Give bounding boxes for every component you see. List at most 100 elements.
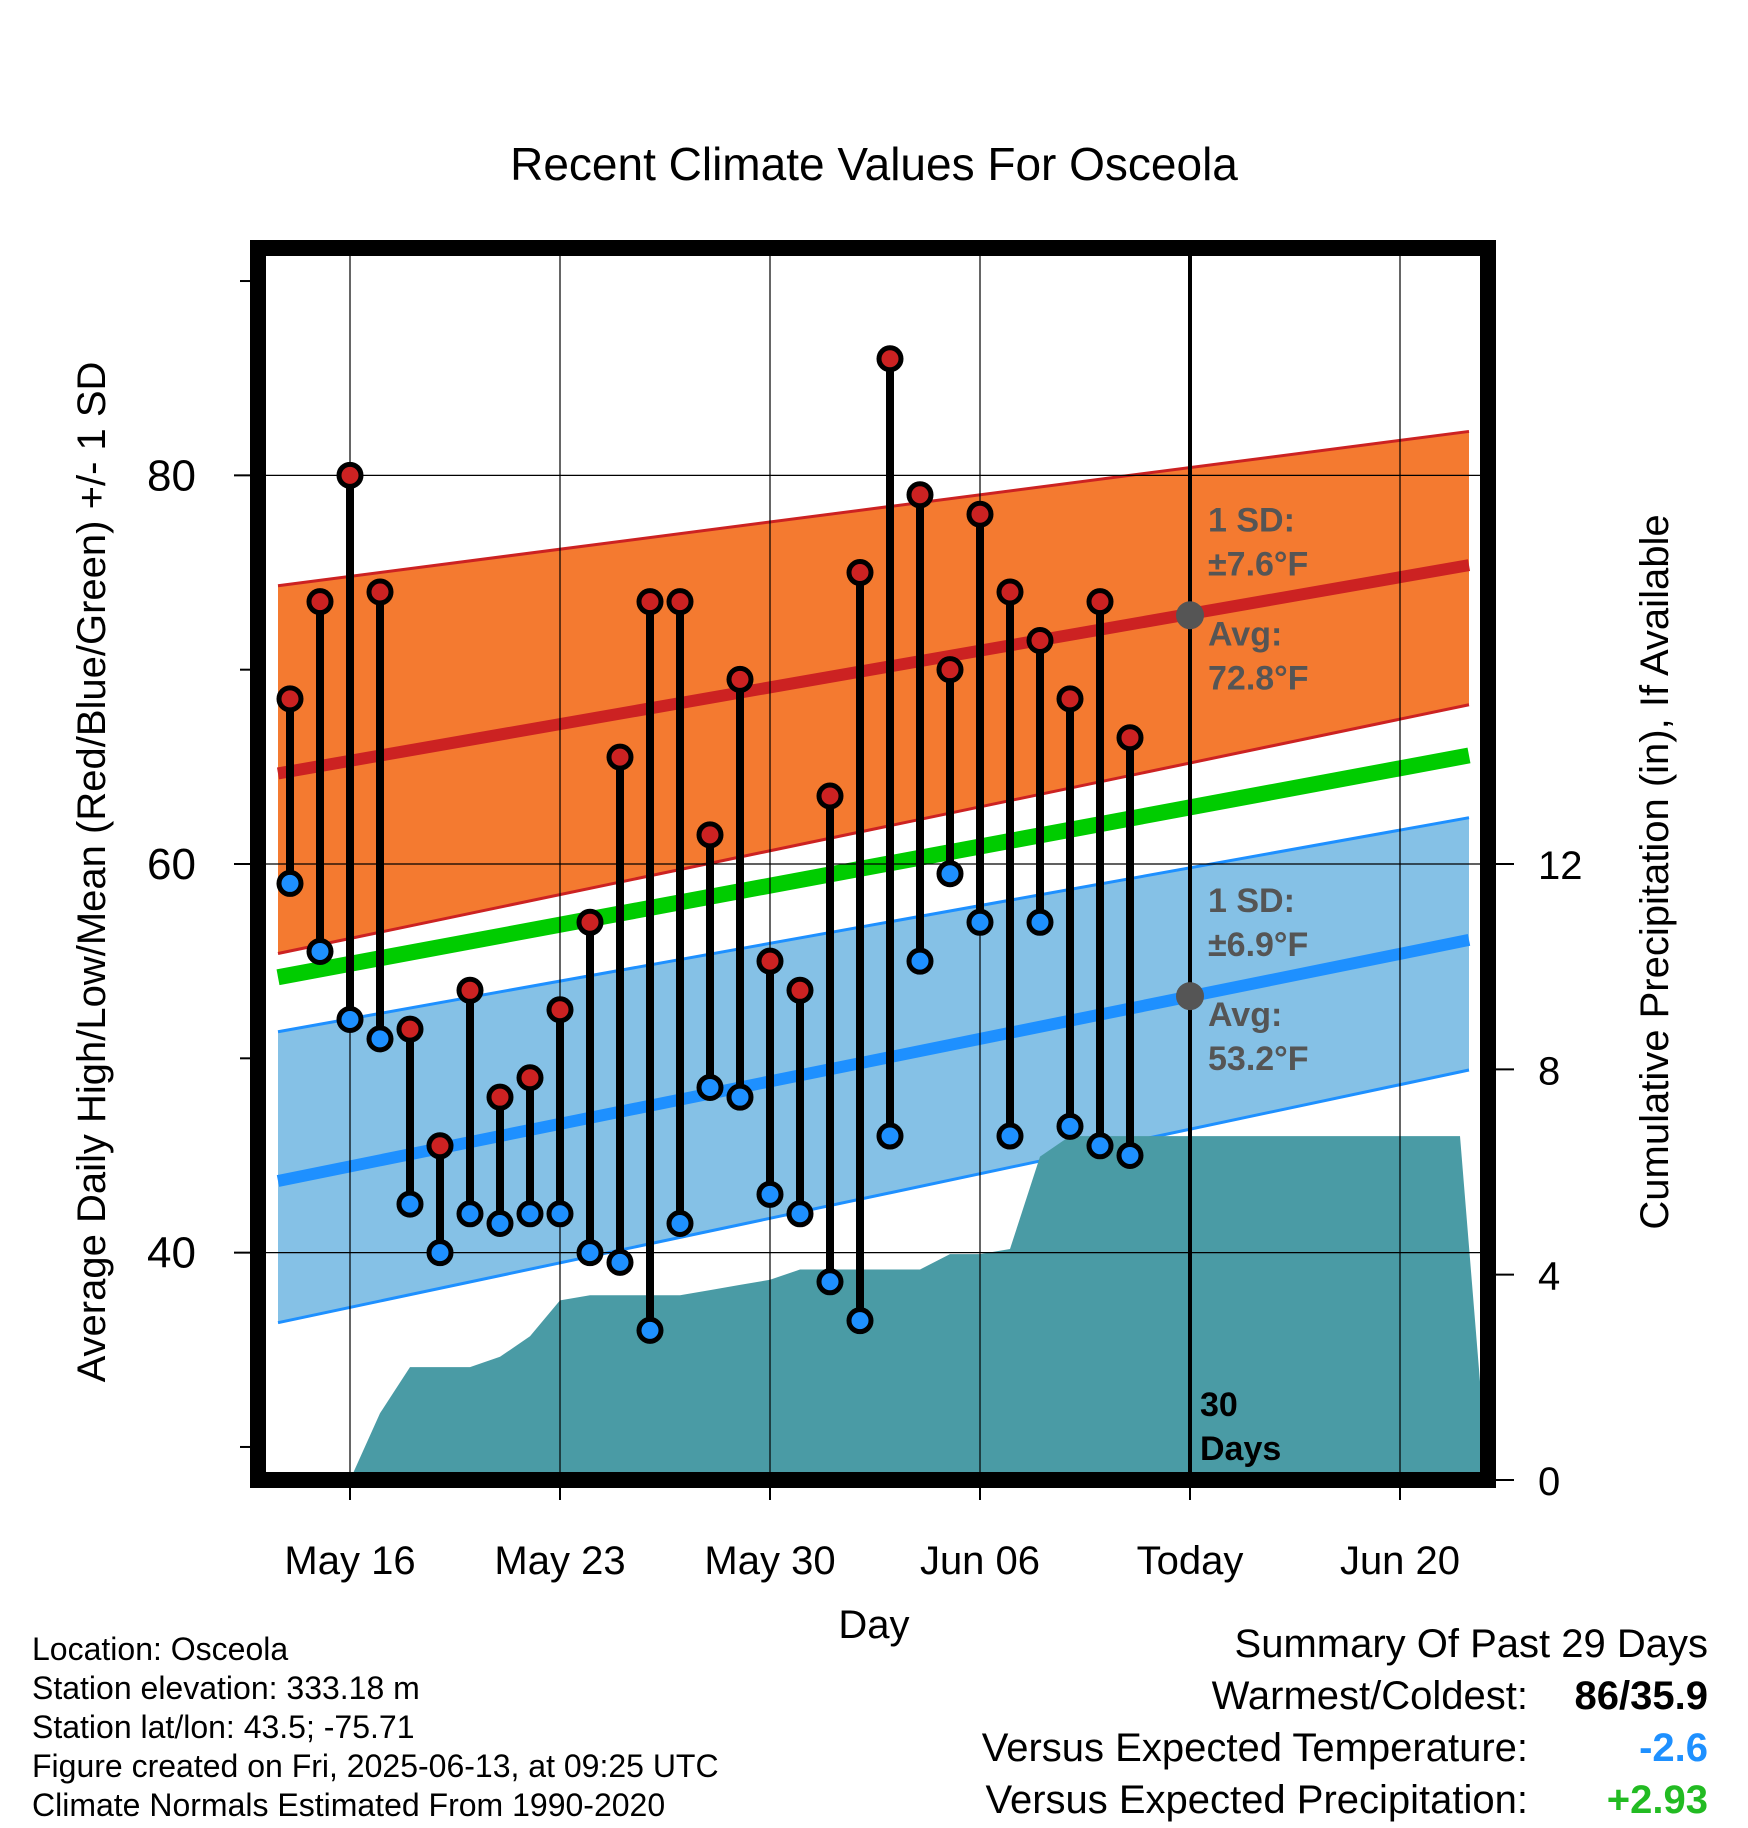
summary-title: Summary Of Past 29 Days [1234,1622,1708,1666]
x-tick-label: Jun 20 [1340,1539,1460,1583]
daily-high-point [576,908,604,936]
daily-low-point [306,937,334,965]
summary-row-temp: Versus Expected Temperature: -2.6 [982,1722,1708,1774]
daily-low-point [636,1316,664,1344]
daily-low-point [276,869,304,897]
temp-value: -2.6 [1639,1726,1708,1770]
daily-low-point [456,1200,484,1228]
warm-cold-value: 86/35.9 [1574,1674,1708,1718]
daily-high-point [276,685,304,713]
created-text: Figure created on Fri, 2025-06-13, at 09… [32,1748,719,1784]
normal-high-upper-line [277,429,1470,588]
x-tick-label: May 30 [704,1539,835,1583]
location-text: Location: Osceola [32,1631,289,1667]
daily-low-point [1086,1132,1114,1160]
daily-low-point [1116,1141,1144,1169]
daily-low-point [546,1200,574,1228]
daily-high-point [486,1083,514,1111]
normal-low-lower-line [277,1068,1470,1325]
today-high-avg-marker [1176,601,1204,630]
daily-low-point [786,1200,814,1228]
normal-high-band [278,431,1469,954]
precipitation-area [350,1136,1488,1480]
daily-low-point [576,1239,604,1267]
summary-row-warm-cold: Warmest/Coldest: 86/35.9 [982,1670,1708,1722]
daily-high-point [306,588,334,616]
daily-high-point [396,1015,424,1043]
y-left-tick-label: 60 [147,840,196,889]
daily-low-point [816,1268,844,1296]
low-sd-value: ±6.9°F [1208,926,1308,964]
daily-low-point [606,1248,634,1276]
normal-high-lower-line [277,703,1470,955]
y-right-tick-label: 12 [1538,844,1583,888]
high-avg-label: Avg: [1208,615,1282,653]
daily-low-point [846,1307,874,1335]
daily-high-point [1116,724,1144,752]
normal-low-avg-line [276,934,1471,1187]
daily-low-point [936,860,964,888]
temp-label: Versus Expected Temperature: [981,1726,1528,1770]
daily-high-point [606,743,634,771]
daily-high-point [456,976,484,1004]
daily-high-point [696,821,724,849]
daily-high-point [936,656,964,684]
plot-frame [250,240,1496,1488]
low-sd-label: 1 SD: [1208,882,1295,920]
daily-high-point [846,559,874,587]
today-low-avg-marker [1176,982,1204,1011]
daily-high-point [336,461,364,489]
y-right-tick-label: 8 [1538,1049,1560,1093]
daily-high-point [966,500,994,528]
y-left-tick-label: 40 [147,1229,196,1278]
daily-low-point [426,1239,454,1267]
normal-mean-line [276,747,1471,986]
daily-high-point [366,578,394,606]
daily-high-point [546,996,574,1024]
x-tick-label: Today [1137,1539,1244,1583]
y-left-tick-label: 80 [147,451,196,500]
daily-low-point [1056,1112,1084,1140]
plot-area: 1 SD: ±7.6°F Avg: 72.8°F 1 SD: ±6.9°F Avg: 53.2… [147,240,1583,1583]
plot-inner: 1 SD: ±7.6°F Avg: 72.8°F 1 SD: ±6.9°F Avg: 53.2… [258,248,1488,1480]
daily-high-point [876,345,904,373]
summary-panel: Summary Of Past 29 Days Warmest/Coldest:… [982,1618,1708,1826]
x-tick-label: May 23 [494,1539,625,1583]
latlon-text: Station lat/lon: 43.5; -75.71 [32,1709,415,1745]
low-avg-value: 53.2°F [1208,1040,1309,1078]
x-axis-label: Day [838,1603,909,1647]
summary-row-precip: Versus Expected Precipitation: +2.93 [982,1774,1708,1826]
daily-low-point [696,1073,724,1101]
daily-high-point [1026,627,1054,655]
precip-label: Versus Expected Precipitation: [985,1778,1528,1822]
x-tick-label: May 16 [284,1539,415,1583]
y-axis-right-label: Cumulative Precipitation (in), If Availa… [1633,514,1677,1229]
daily-low-point [996,1122,1024,1150]
daily-low-point [516,1200,544,1228]
daily-high-point [516,1064,544,1092]
daily-low-point [726,1083,754,1111]
daily-low-point [366,1025,394,1053]
warm-cold-label: Warmest/Coldest: [1211,1674,1528,1718]
precip-value: +2.93 [1606,1778,1708,1822]
today-days-number: 30 [1200,1386,1238,1424]
daily-low-point [756,1180,784,1208]
daily-low-point [666,1209,694,1237]
high-avg-value: 72.8°F [1208,659,1309,697]
daily-high-point [426,1132,454,1160]
chart-title: Recent Climate Values For Osceola [510,138,1238,190]
daily-high-point [756,947,784,975]
y-right-tick-label: 0 [1538,1460,1560,1504]
daily-high-point [816,782,844,810]
daily-low-point [1026,908,1054,936]
x-tick-label: Jun 06 [920,1539,1040,1583]
daily-low-point [966,908,994,936]
today-days-word: Days [1200,1430,1281,1468]
high-sd-value: ±7.6°F [1208,545,1308,583]
normal-low-band [278,817,1469,1323]
normals-text: Climate Normals Estimated From 1990-2020 [32,1787,666,1823]
daily-high-point [666,588,694,616]
normal-high-avg-line [276,559,1471,780]
daily-high-point [1086,588,1114,616]
daily-low-point [486,1209,514,1237]
